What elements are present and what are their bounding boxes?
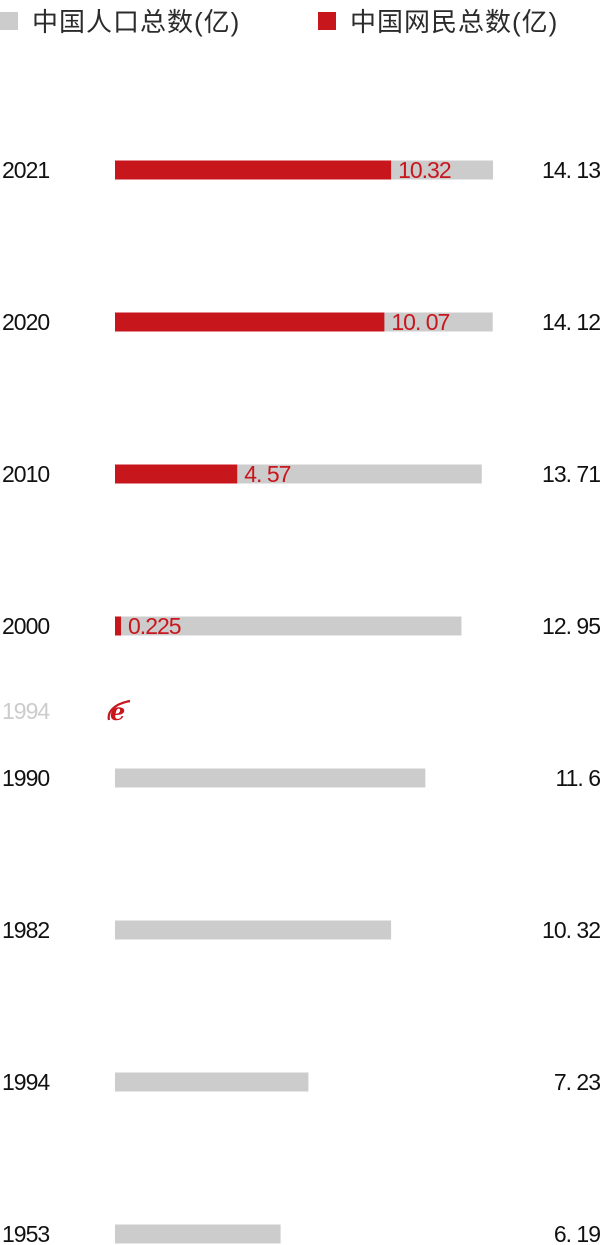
population-value-label-1990: 11. 6: [556, 765, 600, 791]
year-label-2020: 2020: [2, 309, 49, 335]
netizen-bar-2020: [115, 312, 385, 332]
netizen-bar-2021: [115, 160, 392, 180]
legend-swatch-population: [0, 11, 18, 30]
internet-explorer-icon: e: [107, 698, 131, 724]
population-value-label-1982: 10. 32: [542, 917, 600, 943]
year-label-1994: 1994: [2, 1069, 50, 1095]
population-bar-1953: [115, 1224, 281, 1244]
population-bar-2000: [115, 616, 462, 636]
year-label-2021: 2021: [2, 157, 49, 183]
netizen-value-label-2021: 10.32: [398, 157, 451, 183]
netizen-value-label-2000: 0.225: [128, 613, 181, 639]
legend-label-netizens: 中国网民总数(亿): [350, 7, 559, 37]
population-value-label-2021: 14. 13: [542, 157, 600, 183]
netizen-bar-2010: [115, 464, 238, 484]
population-value-label-2000: 12. 95: [542, 613, 600, 639]
netizen-value-label-2010: 4. 57: [244, 461, 290, 487]
svg-text:e: e: [110, 698, 125, 724]
netizen-value-label-2020: 10. 07: [391, 309, 449, 335]
netizen-bar-2000: [115, 616, 122, 636]
year-label-2000: 2000: [2, 613, 49, 639]
population-value-label-2010: 13. 71: [542, 461, 600, 487]
population-bar-1990: [115, 768, 426, 788]
population-value-label-1953: 6. 19: [554, 1221, 600, 1245]
year-label-1953: 1953: [2, 1221, 49, 1245]
year-label-2010: 2010: [2, 461, 49, 487]
legend-swatch-netizens: [318, 11, 336, 30]
year-label-1982: 1982: [2, 917, 49, 943]
year-label-1990: 1990: [2, 765, 49, 791]
legend-item-population: 中国人口总数(亿): [0, 2, 240, 39]
legend-item-netizens: 中国网民总数(亿): [318, 2, 558, 39]
population-value-label-2020: 14. 12: [542, 309, 600, 335]
legend-label-population: 中国人口总数(亿): [32, 7, 241, 37]
internet-arrival-year: 1994: [2, 698, 50, 724]
population-bar-1994: [115, 1072, 309, 1092]
population-value-label-1994: 7. 23: [554, 1069, 600, 1095]
population-bar-1982: [115, 920, 392, 940]
chart-legend: 中国人口总数(亿) 中国网民总数(亿): [0, 0, 600, 40]
